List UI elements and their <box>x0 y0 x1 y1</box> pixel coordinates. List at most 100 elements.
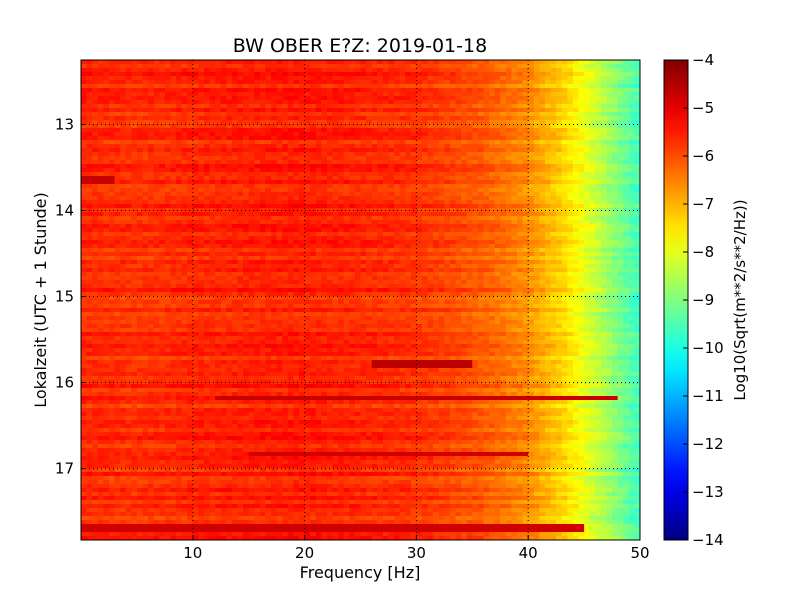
heatmap-cell <box>410 188 417 193</box>
heatmap-cell <box>338 108 345 113</box>
heatmap-cell <box>259 244 267 249</box>
heatmap-cell <box>421 204 429 209</box>
heatmap-cell <box>198 200 205 205</box>
heatmap-cell <box>81 180 88 185</box>
heatmap-cell <box>427 148 434 153</box>
heatmap-cell <box>388 68 395 73</box>
heatmap-cell <box>561 68 568 73</box>
heatmap-cell <box>293 176 300 181</box>
heatmap-cell <box>399 228 406 233</box>
heatmap-cell <box>181 248 188 253</box>
heatmap-cell <box>416 128 423 133</box>
heatmap-cell <box>304 148 311 153</box>
heatmap-cell <box>394 256 401 261</box>
heatmap-cell <box>215 252 222 257</box>
heatmap-cell <box>489 104 496 109</box>
heatmap-cell <box>500 168 507 173</box>
heatmap-cell <box>600 176 608 181</box>
heatmap-cell <box>310 180 317 185</box>
heatmap-cell <box>187 216 194 221</box>
heatmap-cell <box>120 184 127 189</box>
heatmap-cell <box>528 100 535 105</box>
heatmap-cell <box>595 80 602 85</box>
heatmap-cell <box>142 136 149 141</box>
heatmap-cell <box>215 68 222 73</box>
heatmap-cell <box>427 204 434 209</box>
heatmap-cell <box>203 244 211 249</box>
heatmap-cell <box>595 144 602 149</box>
heatmap-cell <box>617 164 624 169</box>
heatmap-cell <box>304 80 311 85</box>
heatmap-cell <box>634 100 640 105</box>
heatmap-cell <box>103 148 110 153</box>
heatmap-cell <box>187 176 194 181</box>
heatmap-cell <box>539 248 546 253</box>
heatmap-cell <box>226 96 233 101</box>
heatmap-cell <box>287 204 295 209</box>
heatmap-cell <box>494 124 501 129</box>
heatmap-cell <box>209 224 216 229</box>
heatmap-cell <box>595 132 602 137</box>
heatmap-cell <box>449 108 457 113</box>
heatmap-cell <box>287 128 295 133</box>
heatmap-cell <box>343 60 350 65</box>
heatmap-cell <box>299 244 306 249</box>
heatmap-cell <box>131 216 138 221</box>
heatmap-cell <box>405 148 412 153</box>
heatmap-cell <box>612 64 619 69</box>
heatmap-cell <box>377 100 384 105</box>
heatmap-cell <box>310 84 317 89</box>
heatmap-cell <box>394 120 401 125</box>
heatmap-cell <box>332 212 339 217</box>
heatmap-cell <box>81 72 88 77</box>
heatmap-cell <box>522 108 529 113</box>
heatmap-cell <box>472 152 479 157</box>
heatmap-cell <box>377 172 384 177</box>
heatmap-cell <box>226 108 233 113</box>
heatmap-cell <box>377 152 384 157</box>
heatmap-cell <box>416 160 423 165</box>
heatmap-cell <box>433 104 440 109</box>
heatmap-cell <box>131 132 138 137</box>
heatmap-cell <box>455 72 462 77</box>
heatmap-cell <box>427 200 434 205</box>
heatmap-cell <box>237 88 244 93</box>
heatmap-cell <box>265 68 272 73</box>
heatmap-cell <box>449 96 457 101</box>
heatmap-cell <box>533 112 540 117</box>
heatmap-cell <box>349 168 356 173</box>
heatmap-cell <box>371 180 378 185</box>
heatmap-cell <box>92 248 99 253</box>
heatmap-cell <box>304 212 311 217</box>
heatmap-cell <box>209 84 216 89</box>
heatmap-cell <box>438 96 445 101</box>
heatmap-cell <box>578 64 585 69</box>
heatmap-cell <box>371 108 378 113</box>
heatmap-cell <box>438 112 445 117</box>
heatmap-cell <box>108 68 116 73</box>
heatmap-cell <box>466 124 473 129</box>
heatmap-cell <box>293 184 300 189</box>
heatmap-cell <box>338 188 345 193</box>
heatmap-cell <box>477 160 485 165</box>
heatmap-cell <box>192 160 199 165</box>
heatmap-cell <box>287 76 295 81</box>
heatmap-cell <box>97 88 104 93</box>
heatmap-cell <box>125 112 132 117</box>
heatmap-cell <box>556 112 563 117</box>
heatmap-cell <box>136 124 144 129</box>
heatmap-cell <box>600 60 608 65</box>
heatmap-cell <box>360 164 367 169</box>
heatmap-cell <box>326 224 334 229</box>
heatmap-cell <box>181 236 188 241</box>
heatmap-cell <box>192 212 199 217</box>
heatmap-cell <box>159 112 166 117</box>
heatmap-cell <box>114 124 121 129</box>
heatmap-cell <box>192 168 199 173</box>
heatmap-cell <box>634 88 640 93</box>
heatmap-cell <box>377 168 384 173</box>
heatmap-cell <box>438 60 445 65</box>
heatmap-cell <box>181 184 188 189</box>
heatmap-cell <box>494 240 501 245</box>
heatmap-cell <box>433 88 440 93</box>
